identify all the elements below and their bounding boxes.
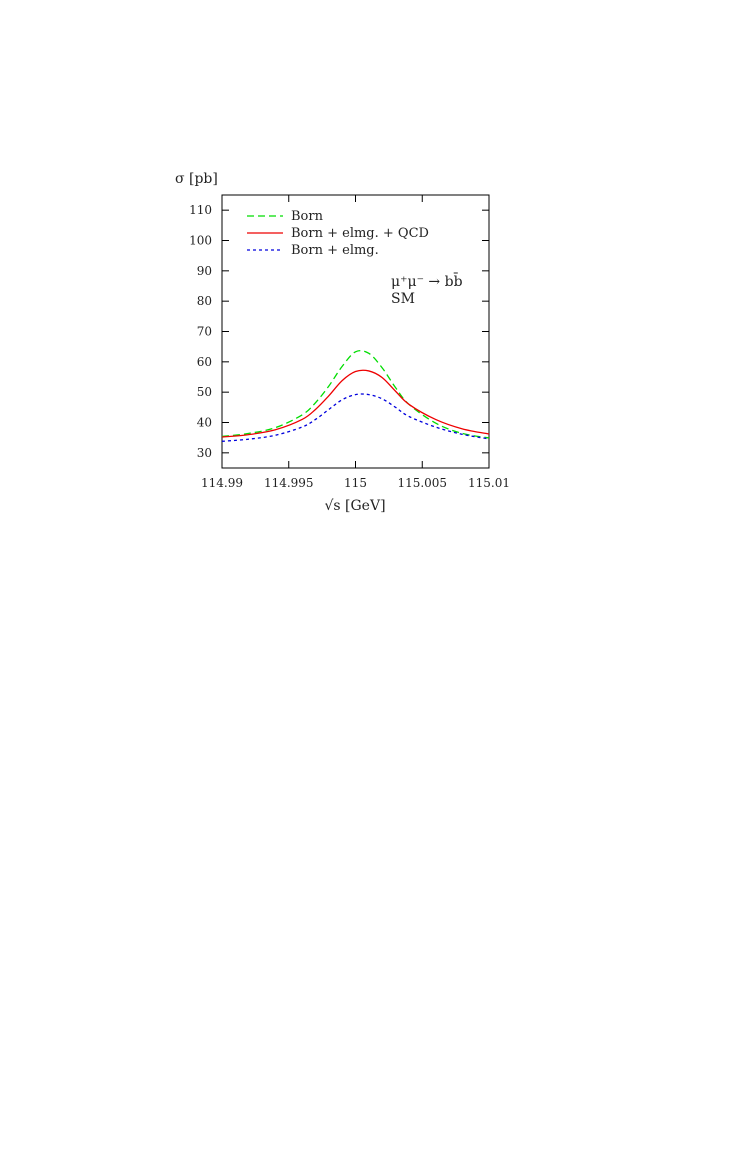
- legend: Born Born + elmg. + QCD Born + elmg.: [247, 209, 429, 258]
- series-line-0: [221, 349, 490, 439]
- legend-label-1: Born + elmg. + QCD: [291, 226, 429, 241]
- series-line-2: [221, 393, 490, 442]
- annotation-model: SM: [391, 291, 415, 307]
- x-tick-label: 115.005: [397, 476, 447, 490]
- legend-label-0: Born: [291, 209, 324, 224]
- x-tick-label: 115: [344, 476, 367, 490]
- process-annotation: μ⁺μ⁻ → bb̄ SM: [391, 272, 463, 307]
- x-tick-label: 114.995: [264, 476, 314, 490]
- legend-label-2: Born + elmg.: [291, 243, 379, 258]
- y-tick-label: 50: [197, 385, 212, 399]
- y-axis-label: σ [pb]: [175, 171, 218, 187]
- y-tick-label: 90: [197, 264, 212, 278]
- y-tick-label: 30: [197, 446, 212, 460]
- y-tick-label: 70: [197, 325, 212, 339]
- annotation-process: μ⁺μ⁻ → bb̄: [391, 272, 463, 290]
- y-tick-label: 80: [197, 294, 212, 308]
- y-tick-label: 60: [197, 355, 212, 369]
- y-tick-label: 110: [189, 203, 212, 217]
- y-tick-label: 40: [197, 416, 212, 430]
- x-tick-label: 114.99: [201, 476, 243, 490]
- x-axis-label: √s [GeV]: [324, 498, 385, 514]
- axis-ticks: 30 40 50 60 70 80 90 100 110 114.99 114.995 115 115.…: [189, 195, 510, 490]
- data-series: [221, 349, 490, 442]
- series-line-1: [221, 369, 490, 438]
- x-tick-label: 115.01: [468, 476, 510, 490]
- y-tick-label: 100: [189, 234, 212, 248]
